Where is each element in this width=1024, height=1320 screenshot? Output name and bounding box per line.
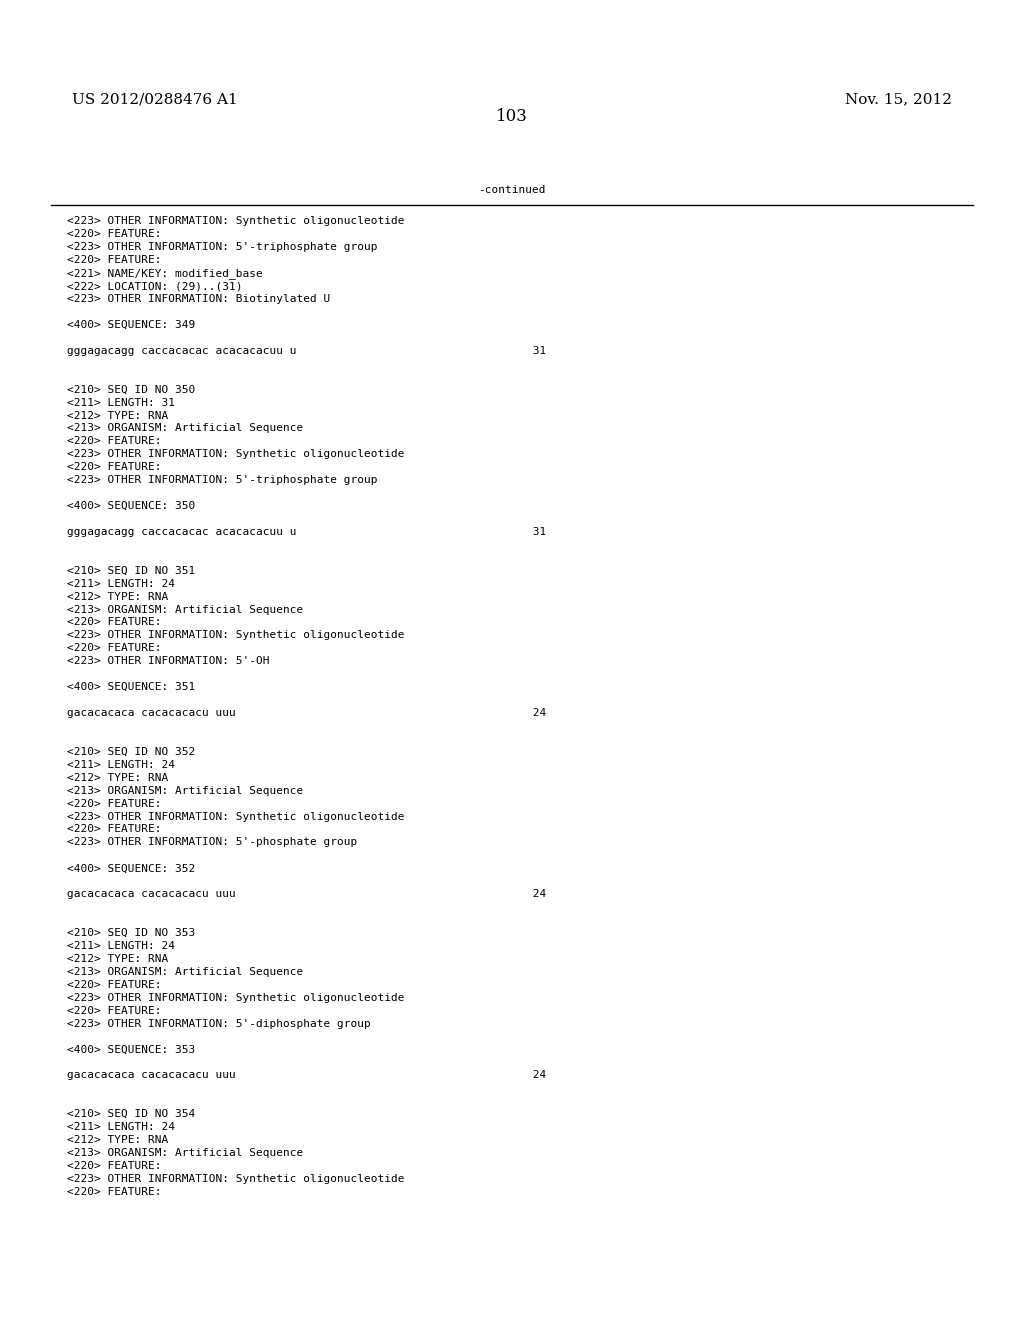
Text: <210> SEQ ID NO 352: <210> SEQ ID NO 352 [67, 747, 195, 756]
Text: gggagacagg caccacacac acacacacuu u                                   31: gggagacagg caccacacac acacacacuu u 31 [67, 346, 546, 356]
Text: <211> LENGTH: 24: <211> LENGTH: 24 [67, 760, 174, 770]
Text: <211> LENGTH: 24: <211> LENGTH: 24 [67, 1122, 174, 1133]
Text: <220> FEATURE:: <220> FEATURE: [67, 230, 161, 239]
Text: <220> FEATURE:: <220> FEATURE: [67, 618, 161, 627]
Text: <211> LENGTH: 31: <211> LENGTH: 31 [67, 397, 174, 408]
Text: <220> FEATURE:: <220> FEATURE: [67, 1006, 161, 1015]
Text: <213> ORGANISM: Artificial Sequence: <213> ORGANISM: Artificial Sequence [67, 966, 303, 977]
Text: <210> SEQ ID NO 351: <210> SEQ ID NO 351 [67, 566, 195, 576]
Text: <212> TYPE: RNA: <212> TYPE: RNA [67, 954, 168, 964]
Text: <213> ORGANISM: Artificial Sequence: <213> ORGANISM: Artificial Sequence [67, 424, 303, 433]
Text: <400> SEQUENCE: 349: <400> SEQUENCE: 349 [67, 319, 195, 330]
Text: <223> OTHER INFORMATION: 5'-phosphate group: <223> OTHER INFORMATION: 5'-phosphate gr… [67, 837, 356, 847]
Text: <211> LENGTH: 24: <211> LENGTH: 24 [67, 578, 174, 589]
Text: <222> LOCATION: (29)..(31): <222> LOCATION: (29)..(31) [67, 281, 242, 292]
Text: <220> FEATURE:: <220> FEATURE: [67, 799, 161, 809]
Text: <223> OTHER INFORMATION: 5'-OH: <223> OTHER INFORMATION: 5'-OH [67, 656, 269, 667]
Text: <223> OTHER INFORMATION: 5'-diphosphate group: <223> OTHER INFORMATION: 5'-diphosphate … [67, 1019, 371, 1028]
Text: <210> SEQ ID NO 350: <210> SEQ ID NO 350 [67, 384, 195, 395]
Text: Nov. 15, 2012: Nov. 15, 2012 [846, 92, 952, 107]
Text: <210> SEQ ID NO 354: <210> SEQ ID NO 354 [67, 1109, 195, 1119]
Text: <213> ORGANISM: Artificial Sequence: <213> ORGANISM: Artificial Sequence [67, 785, 303, 796]
Text: <220> FEATURE:: <220> FEATURE: [67, 1187, 161, 1197]
Text: <212> TYPE: RNA: <212> TYPE: RNA [67, 591, 168, 602]
Text: 103: 103 [496, 108, 528, 125]
Text: <212> TYPE: RNA: <212> TYPE: RNA [67, 1135, 168, 1144]
Text: <223> OTHER INFORMATION: 5'-triphosphate group: <223> OTHER INFORMATION: 5'-triphosphate… [67, 243, 377, 252]
Text: <212> TYPE: RNA: <212> TYPE: RNA [67, 411, 168, 421]
Text: <400> SEQUENCE: 352: <400> SEQUENCE: 352 [67, 863, 195, 874]
Text: <223> OTHER INFORMATION: Synthetic oligonucleotide: <223> OTHER INFORMATION: Synthetic oligo… [67, 993, 404, 1003]
Text: gacacacaca cacacacacu uuu                                            24: gacacacaca cacacacacu uuu 24 [67, 890, 546, 899]
Text: <211> LENGTH: 24: <211> LENGTH: 24 [67, 941, 174, 950]
Text: <220> FEATURE:: <220> FEATURE: [67, 825, 161, 834]
Text: <220> FEATURE:: <220> FEATURE: [67, 1160, 161, 1171]
Text: <223> OTHER INFORMATION: 5'-triphosphate group: <223> OTHER INFORMATION: 5'-triphosphate… [67, 475, 377, 486]
Text: <223> OTHER INFORMATION: Synthetic oligonucleotide: <223> OTHER INFORMATION: Synthetic oligo… [67, 1173, 404, 1184]
Text: gacacacaca cacacacacu uuu                                            24: gacacacaca cacacacacu uuu 24 [67, 1071, 546, 1080]
Text: <400> SEQUENCE: 353: <400> SEQUENCE: 353 [67, 1044, 195, 1055]
Text: <212> TYPE: RNA: <212> TYPE: RNA [67, 772, 168, 783]
Text: <220> FEATURE:: <220> FEATURE: [67, 255, 161, 265]
Text: -continued: -continued [478, 185, 546, 195]
Text: <223> OTHER INFORMATION: Synthetic oligonucleotide: <223> OTHER INFORMATION: Synthetic oligo… [67, 812, 404, 821]
Text: <223> OTHER INFORMATION: Synthetic oligonucleotide: <223> OTHER INFORMATION: Synthetic oligo… [67, 631, 404, 640]
Text: <220> FEATURE:: <220> FEATURE: [67, 437, 161, 446]
Text: gacacacaca cacacacacu uuu                                            24: gacacacaca cacacacacu uuu 24 [67, 708, 546, 718]
Text: <213> ORGANISM: Artificial Sequence: <213> ORGANISM: Artificial Sequence [67, 1148, 303, 1158]
Text: <213> ORGANISM: Artificial Sequence: <213> ORGANISM: Artificial Sequence [67, 605, 303, 615]
Text: <221> NAME/KEY: modified_base: <221> NAME/KEY: modified_base [67, 268, 262, 279]
Text: <210> SEQ ID NO 353: <210> SEQ ID NO 353 [67, 928, 195, 939]
Text: gggagacagg caccacacac acacacacuu u                                   31: gggagacagg caccacacac acacacacuu u 31 [67, 527, 546, 537]
Text: <220> FEATURE:: <220> FEATURE: [67, 979, 161, 990]
Text: <220> FEATURE:: <220> FEATURE: [67, 462, 161, 473]
Text: <223> OTHER INFORMATION: Biotinylated U: <223> OTHER INFORMATION: Biotinylated U [67, 294, 330, 304]
Text: <400> SEQUENCE: 350: <400> SEQUENCE: 350 [67, 502, 195, 511]
Text: <220> FEATURE:: <220> FEATURE: [67, 643, 161, 653]
Text: <400> SEQUENCE: 351: <400> SEQUENCE: 351 [67, 682, 195, 692]
Text: <223> OTHER INFORMATION: Synthetic oligonucleotide: <223> OTHER INFORMATION: Synthetic oligo… [67, 449, 404, 459]
Text: <223> OTHER INFORMATION: Synthetic oligonucleotide: <223> OTHER INFORMATION: Synthetic oligo… [67, 216, 404, 227]
Text: US 2012/0288476 A1: US 2012/0288476 A1 [72, 92, 238, 107]
